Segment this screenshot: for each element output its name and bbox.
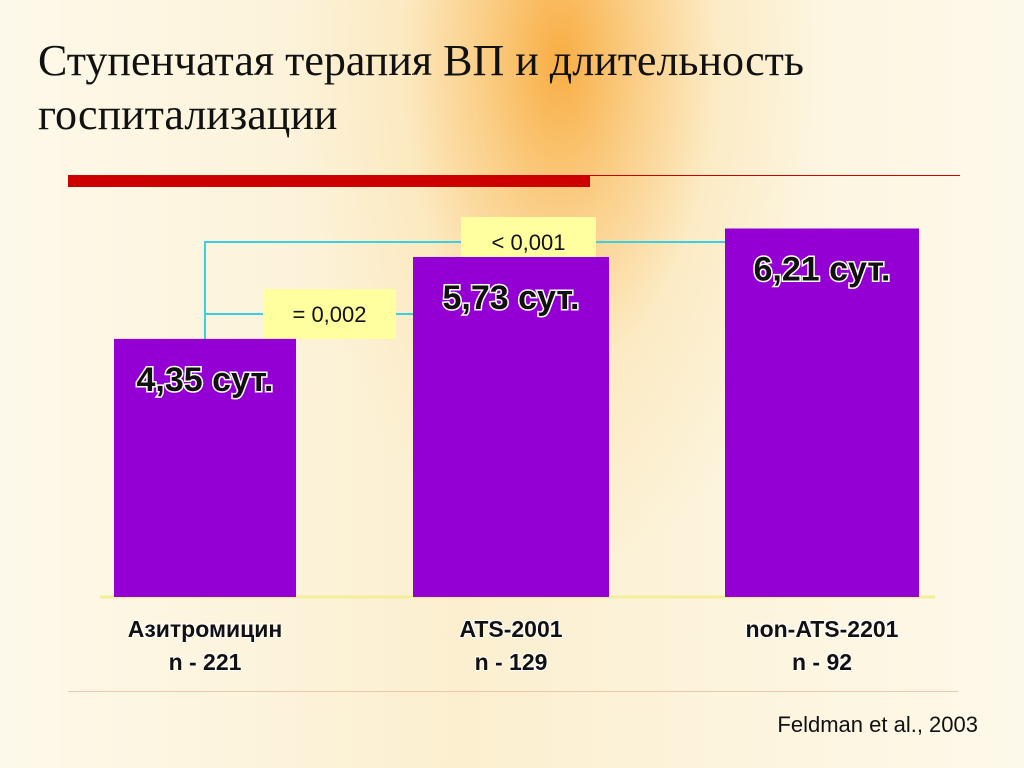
category-label: n - 221 — [169, 649, 242, 675]
p-value-label: = 0,002 — [292, 302, 366, 327]
bar — [413, 256, 609, 597]
category-label: n - 92 — [792, 649, 852, 675]
bar-value-label: 6,21 сут. — [754, 250, 891, 288]
footer-divider — [68, 691, 958, 692]
category-label: ATS-2001 — [459, 616, 562, 642]
slide-title: Ступенчатая терапия ВП и длительность го… — [38, 36, 804, 139]
p-value-box — [263, 289, 396, 339]
title-underline-line — [590, 175, 960, 176]
bar — [114, 338, 296, 597]
category-label: Азитромицин — [128, 616, 283, 642]
category-label: n - 129 — [475, 649, 548, 675]
bar-value-label: 4,35 сут. — [137, 361, 274, 399]
p-value-label: < 0,001 — [491, 230, 565, 255]
category-label: non-ATS-2201 — [746, 616, 899, 642]
title-underline-bar — [68, 175, 590, 187]
bar-value-label: 5,73 сут. — [443, 279, 580, 317]
source-citation: Feldman et al., 2003 — [777, 712, 978, 737]
bar — [725, 228, 919, 597]
